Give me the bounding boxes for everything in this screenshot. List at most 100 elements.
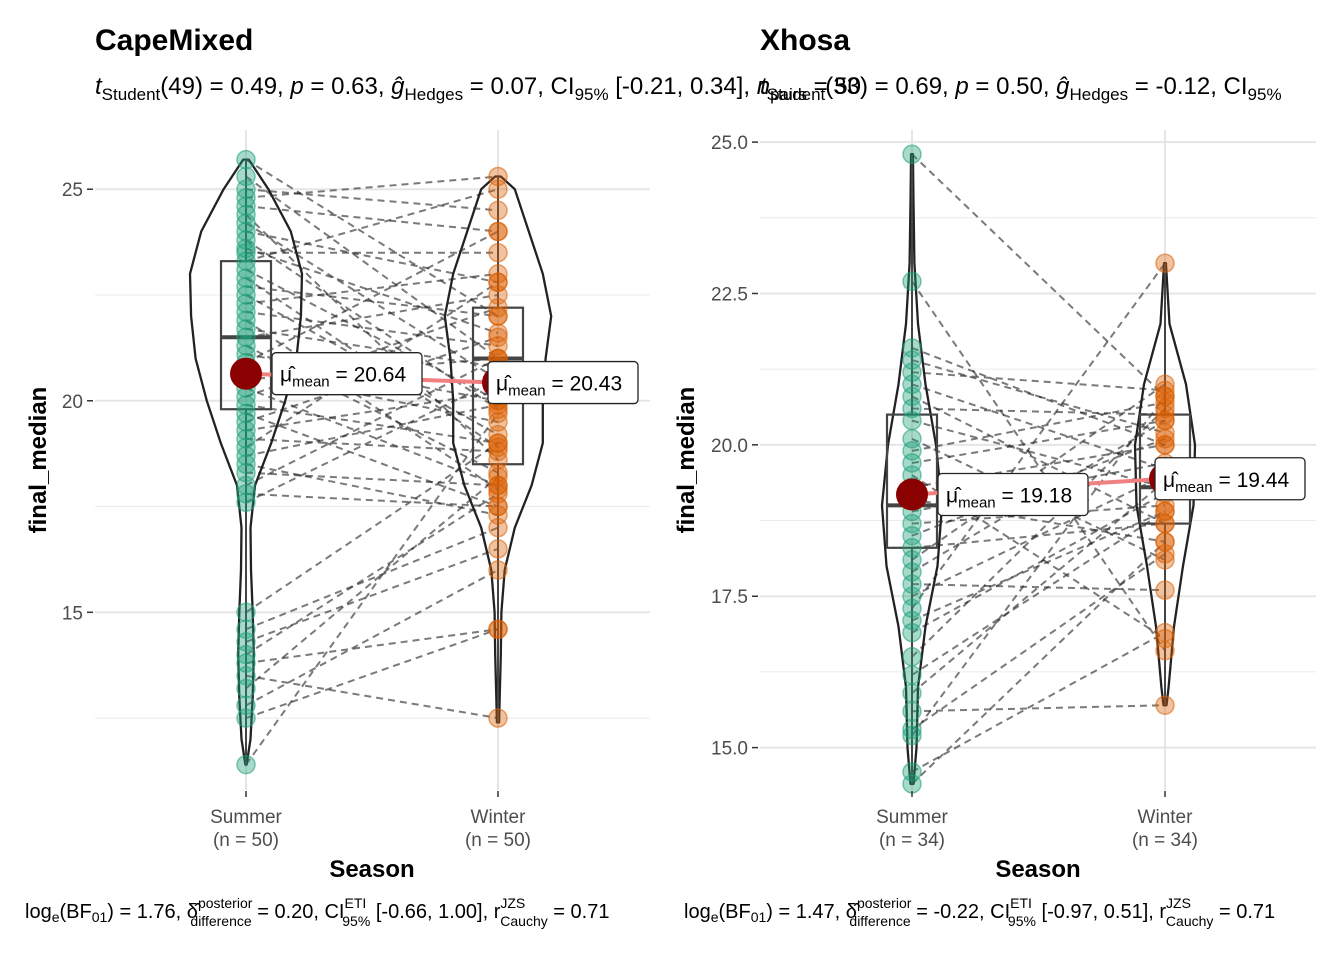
paired-line (245, 674, 499, 720)
paired-line (245, 412, 499, 766)
paired-line (245, 310, 499, 347)
panel-capemixed: CapeMixed tStudent(49) = 0.49, p = 0.63,… (25, 24, 861, 929)
x-tick-n-label: (n = 50) (213, 830, 279, 851)
data-point-winter (1155, 695, 1175, 715)
paired-line (911, 553, 1166, 731)
data-point-summer (236, 678, 256, 699)
paired-line (245, 404, 499, 457)
paired-line (911, 419, 1166, 489)
data-point-winter (488, 297, 508, 318)
data-point-winter (1155, 386, 1175, 407)
y-axis-title: final_median (673, 387, 700, 534)
data-point-winter (1155, 531, 1175, 552)
paired-line (911, 153, 1166, 398)
paired-line (245, 175, 499, 360)
data-point-winter (488, 179, 508, 199)
paired-line (911, 583, 1166, 592)
data-point-summer (902, 725, 922, 746)
panel-xhosa: Xhosa tStudent(33) = 0.69, p = 0.50, ĝHe… (673, 24, 1316, 929)
data-point-summer (902, 144, 922, 164)
mean-label-box (1154, 457, 1306, 501)
paired-line (245, 628, 499, 720)
data-points (236, 149, 508, 775)
paired-line (911, 631, 1166, 773)
paired-line (911, 383, 1166, 561)
paired-line (911, 401, 1166, 452)
paired-line (911, 704, 1166, 713)
x-tick-n-label: (n = 34) (879, 830, 945, 851)
data-point-winter (488, 200, 508, 221)
paired-line (245, 247, 499, 335)
paired-line (245, 492, 499, 508)
data-point-winter (488, 272, 508, 293)
paired-line (245, 327, 499, 368)
x-tick-label: Summer (210, 807, 282, 828)
data-point-winter (488, 403, 508, 424)
mean-point-summer (230, 357, 262, 390)
mean-label: μ̂mean = 19.18 (946, 485, 1072, 512)
data-point-summer (902, 701, 922, 722)
data-point-summer (902, 683, 922, 703)
paired-lines (911, 153, 1166, 785)
means: μ̂mean = 19.18 μ̂mean = 19.44 (896, 457, 1306, 517)
paired-line (245, 437, 499, 453)
data-point-summer (902, 647, 922, 667)
paired-line (911, 383, 1166, 471)
y-tick-label: 17.5 (711, 587, 748, 608)
paired-line (911, 395, 1166, 737)
data-point-summer (236, 602, 256, 623)
data-point-summer (236, 754, 256, 775)
data-point-summer (236, 708, 256, 728)
paired-line (245, 277, 499, 449)
paired-line (911, 492, 1166, 634)
data-point-winter (1155, 628, 1175, 649)
y-tick-label: 20 (62, 392, 83, 413)
violins (880, 153, 1197, 786)
data-point-winter (488, 242, 508, 263)
data-point-summer (236, 492, 256, 513)
paired-line (911, 510, 1166, 622)
data-point-winter (1155, 253, 1175, 273)
data-point-winter (1155, 501, 1175, 522)
data-point-winter (488, 327, 508, 348)
paired-line (245, 205, 499, 233)
paired-line (245, 387, 499, 487)
paired-line (911, 510, 1166, 676)
panel-title: Xhosa (760, 24, 850, 57)
data-point-summer (902, 271, 922, 292)
data-point-summer (236, 149, 256, 170)
paired-line (245, 471, 499, 487)
paired-line (911, 541, 1166, 785)
panel-title: CapeMixed (95, 24, 253, 57)
paired-line (911, 437, 1166, 561)
mean-label: μ̂mean = 20.64 (280, 364, 406, 391)
x-tick-n-label: (n = 50) (465, 830, 531, 851)
paired-line (245, 391, 499, 432)
data-point-winter (488, 221, 508, 242)
data-point-summer (902, 665, 922, 685)
paired-line (245, 476, 499, 690)
paired-line (245, 285, 499, 318)
data-point-summer (902, 719, 922, 740)
paired-line (245, 569, 499, 707)
paired-line (245, 412, 499, 508)
data-point-winter (488, 619, 508, 639)
x-axis-title: Season (329, 856, 414, 883)
paired-line (245, 404, 499, 445)
y-tick-label: 20.0 (711, 436, 748, 457)
x-tick-label: Summer (876, 807, 948, 828)
mean-label-box (487, 360, 639, 405)
paired-line (245, 294, 499, 339)
panel-subtitle: tStudent(49) = 0.49, p = 0.63, ĝHedges =… (95, 73, 861, 104)
data-point-winter (488, 517, 508, 538)
box-iqr (885, 413, 939, 549)
paired-line (911, 359, 1166, 434)
data-point-winter (1155, 429, 1175, 449)
violins (188, 158, 553, 766)
paired-line (245, 526, 499, 631)
data-point-summer (902, 774, 922, 794)
y-axis-title: final_median (25, 387, 52, 534)
mean-label: μ̂mean = 19.44 (1163, 469, 1289, 496)
